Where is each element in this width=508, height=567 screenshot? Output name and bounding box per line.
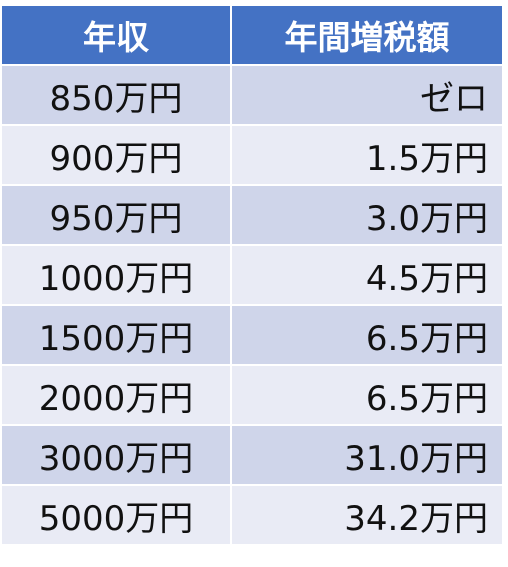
header-row: 年収 年間増税額 — [2, 6, 502, 64]
table-row: 850万円 ゼロ — [2, 66, 502, 124]
tax-increase-cell: 34.2万円 — [232, 486, 502, 544]
tax-increase-cell: 3.0万円 — [232, 186, 502, 244]
tax-increase-cell: 4.5万円 — [232, 246, 502, 304]
table-row: 950万円 3.0万円 — [2, 186, 502, 244]
tax-increase-table: 年収 年間増税額 850万円 ゼロ 900万円 1.5万円 950万円 3.0万… — [0, 4, 504, 546]
header-tax-increase: 年間増税額 — [232, 6, 502, 64]
income-cell: 900万円 — [2, 126, 230, 184]
income-cell: 950万円 — [2, 186, 230, 244]
table-row: 1500万円 6.5万円 — [2, 306, 502, 364]
tax-increase-cell: ゼロ — [232, 66, 502, 124]
income-cell: 3000万円 — [2, 426, 230, 484]
table-row: 2000万円 6.5万円 — [2, 366, 502, 424]
table-row: 900万円 1.5万円 — [2, 126, 502, 184]
tax-increase-cell: 6.5万円 — [232, 306, 502, 364]
income-cell: 1000万円 — [2, 246, 230, 304]
table-row: 1000万円 4.5万円 — [2, 246, 502, 304]
header-income: 年収 — [2, 6, 230, 64]
table-row: 5000万円 34.2万円 — [2, 486, 502, 544]
tax-increase-cell: 6.5万円 — [232, 366, 502, 424]
income-cell: 2000万円 — [2, 366, 230, 424]
income-cell: 850万円 — [2, 66, 230, 124]
tax-increase-cell: 31.0万円 — [232, 426, 502, 484]
table-row: 3000万円 31.0万円 — [2, 426, 502, 484]
income-cell: 5000万円 — [2, 486, 230, 544]
tax-increase-cell: 1.5万円 — [232, 126, 502, 184]
income-cell: 1500万円 — [2, 306, 230, 364]
